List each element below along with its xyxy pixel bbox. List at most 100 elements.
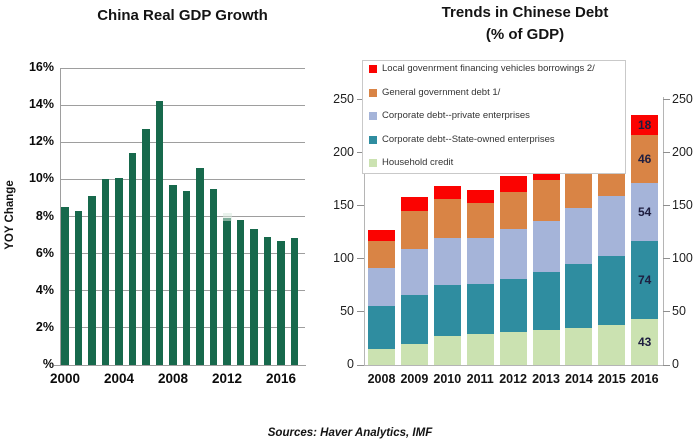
gdp-bar	[277, 240, 285, 365]
y-tick-label: 4%	[35, 282, 54, 297]
debt-bar-segment	[532, 180, 560, 221]
segment-value-label: 18	[638, 117, 652, 132]
gdp-bar	[169, 184, 177, 365]
legend-label: Local govenrment financing vehicles borr…	[382, 63, 595, 74]
y-axis-line	[60, 68, 61, 365]
tick-mark	[357, 99, 364, 100]
debt-bar-segment	[433, 336, 461, 365]
debt-bar-segment	[598, 255, 626, 325]
legend-swatch	[369, 88, 377, 97]
gridline	[60, 216, 305, 217]
x-axis-line	[54, 364, 306, 366]
debt-bar-segment	[565, 264, 593, 328]
x-tick-label: 2016	[630, 372, 659, 386]
y-tick-label: 0	[672, 357, 679, 371]
x-tick-label: 2011	[466, 372, 494, 386]
debt-bar-segment	[368, 230, 395, 241]
gridline	[60, 141, 305, 143]
debt-bar-segment	[631, 319, 659, 365]
tick-mark	[357, 258, 364, 260]
y-tick-label: 150	[333, 197, 354, 212]
debt-bar-segment	[433, 285, 461, 337]
gdp-bar	[101, 179, 110, 365]
gridline	[60, 178, 305, 180]
debt-bar-segment	[565, 327, 593, 365]
gdp-bar	[88, 196, 96, 365]
gridline	[60, 67, 305, 69]
debt-bar-segment	[565, 207, 593, 265]
gdp-bar	[250, 229, 258, 365]
debt-bar-segment	[400, 249, 428, 295]
legend-box	[362, 60, 626, 174]
left-chart-title: China Real GDP Growth	[97, 7, 268, 24]
debt-bar-segment	[598, 324, 626, 365]
gridline	[60, 327, 305, 329]
x-tick-label: 2004	[103, 371, 135, 386]
gdp-bar	[263, 236, 272, 365]
y-tick-label: 100	[672, 250, 693, 265]
y-tick-label: 250	[672, 91, 693, 106]
gdp-bar	[209, 188, 218, 365]
y-tick-label: 0	[347, 357, 354, 371]
debt-bar-segment	[466, 189, 494, 203]
y-tick-label: 16%	[28, 60, 54, 74]
tick-mark	[357, 364, 364, 366]
tick-mark	[663, 205, 670, 207]
y-tick-label: 200	[333, 144, 354, 159]
y-tick-label: 6%	[35, 245, 54, 260]
gdp-bar	[236, 220, 245, 365]
y-tick-label: 12%	[28, 134, 54, 149]
debt-bar-segment	[466, 284, 494, 335]
debt-bar-segment	[532, 271, 560, 330]
debt-bar-segment	[466, 237, 494, 285]
gdp-bar	[196, 168, 204, 365]
x-tick-label: 2009	[400, 372, 429, 386]
debt-bar-segment	[466, 334, 494, 365]
tick-mark	[663, 99, 670, 100]
x-tick-label: 2008	[367, 372, 396, 386]
debt-bar-segment	[631, 240, 659, 320]
debt-bar-segment	[368, 240, 395, 269]
legend-label: Corporate debt--private enterprises	[382, 110, 530, 121]
debt-bar-segment	[466, 202, 494, 238]
y-tick-label: 100	[333, 250, 354, 265]
debt-bar-segment	[368, 349, 395, 365]
tick-mark	[663, 152, 670, 154]
y-tick-label: 200	[672, 144, 693, 159]
debt-bar-segment	[598, 196, 626, 256]
tick-mark	[663, 258, 670, 260]
debt-bar-segment	[499, 332, 527, 365]
debt-bar-segment	[532, 220, 560, 272]
right-chart-subtitle: (% of GDP)	[485, 26, 565, 43]
y-tick-label: 10%	[28, 171, 54, 186]
segment-value-label: 43	[638, 335, 652, 350]
x-axis-line	[364, 364, 664, 366]
y-tick-label: 2%	[35, 319, 54, 334]
segment-value-label: 46	[638, 151, 652, 166]
segment-value-label: 74	[638, 273, 652, 288]
gdp-bar	[155, 101, 164, 365]
y-tick-label: 14%	[28, 97, 54, 112]
y-tick-label: 150	[672, 197, 693, 212]
legend-label: Household credit	[382, 157, 454, 168]
x-tick-label: 2016	[265, 371, 297, 386]
gdp-bar	[61, 207, 69, 365]
debt-bar-segment	[400, 294, 428, 344]
gdp-bar	[74, 210, 83, 365]
x-tick-label: 2012	[211, 371, 243, 386]
debt-bar-segment	[499, 278, 527, 333]
right-axis-line	[663, 97, 664, 365]
legend-swatch	[369, 159, 377, 167]
left-axis-line	[364, 97, 365, 365]
debt-bar-segment	[631, 115, 659, 135]
gdp-bar	[182, 190, 191, 365]
tick-mark	[663, 364, 670, 366]
debt-bar-segment	[400, 211, 428, 250]
x-tick-label: 2012	[499, 372, 527, 386]
debt-bar-segment	[400, 343, 428, 365]
debt-bar-segment	[499, 191, 527, 230]
debt-bar-segment	[631, 183, 659, 241]
debt-bar-segment	[368, 305, 395, 350]
tick-mark	[357, 311, 364, 313]
